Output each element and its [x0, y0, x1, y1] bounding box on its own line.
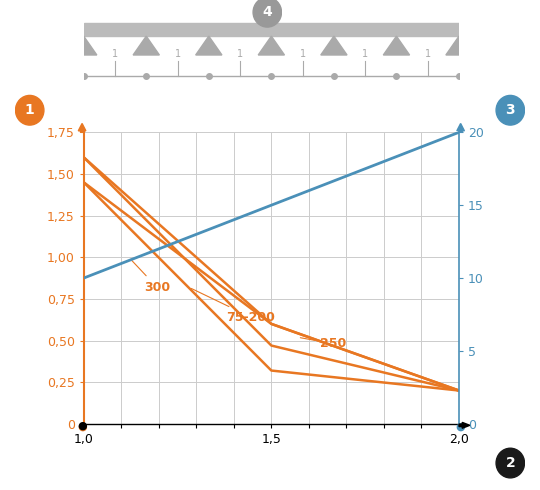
Polygon shape: [195, 36, 222, 55]
Text: 1: 1: [300, 49, 306, 59]
Circle shape: [496, 448, 524, 478]
Polygon shape: [258, 36, 285, 55]
Text: 1: 1: [424, 49, 431, 59]
Text: ●: ●: [77, 420, 87, 430]
Text: ●: ●: [456, 421, 465, 431]
Text: 1: 1: [25, 103, 35, 117]
Text: 75-200: 75-200: [191, 289, 275, 323]
Text: 3: 3: [505, 103, 515, 117]
Text: 300: 300: [131, 259, 170, 294]
Text: 1: 1: [237, 49, 243, 59]
Text: 1: 1: [112, 49, 118, 59]
Text: 2: 2: [505, 456, 515, 470]
Text: ●: ●: [77, 421, 87, 431]
Text: 250: 250: [300, 337, 346, 350]
Polygon shape: [133, 36, 159, 55]
Text: 1: 1: [362, 49, 368, 59]
Bar: [84, 23, 459, 36]
Circle shape: [496, 96, 524, 125]
Polygon shape: [446, 36, 472, 55]
Polygon shape: [71, 36, 97, 55]
Circle shape: [16, 96, 44, 125]
Text: 4: 4: [262, 5, 272, 19]
Circle shape: [253, 0, 281, 27]
Text: 1: 1: [174, 49, 180, 59]
Polygon shape: [383, 36, 409, 55]
Polygon shape: [321, 36, 347, 55]
